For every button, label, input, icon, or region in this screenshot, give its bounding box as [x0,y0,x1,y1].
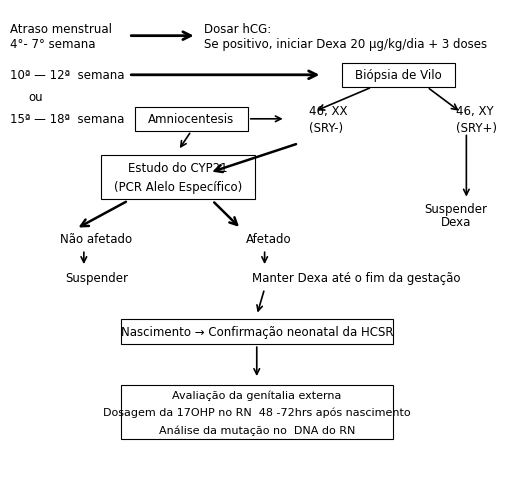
Text: 46, XX: 46, XX [309,104,347,117]
FancyBboxPatch shape [101,156,256,200]
FancyBboxPatch shape [121,319,393,345]
Text: 15ª — 18ª  semana: 15ª — 18ª semana [10,113,125,126]
Text: Biópsia de Vilo: Biópsia de Vilo [355,69,442,82]
Text: Suspender: Suspender [424,203,487,215]
Text: (SRY-): (SRY-) [309,122,343,135]
Text: Dosar hCG:: Dosar hCG: [204,23,271,36]
Text: Não afetado: Não afetado [60,233,133,245]
FancyBboxPatch shape [342,63,454,88]
Text: Atraso menstrual: Atraso menstrual [10,23,113,36]
Text: (SRY+): (SRY+) [456,122,497,135]
Text: Suspender: Suspender [66,272,128,285]
Text: 10ª — 12ª  semana: 10ª — 12ª semana [10,69,125,82]
Text: Se positivo, iniciar Dexa 20 μg/kg/dia + 3 doses: Se positivo, iniciar Dexa 20 μg/kg/dia +… [204,38,487,50]
Text: Afetado: Afetado [246,233,292,245]
FancyBboxPatch shape [135,107,247,132]
Text: Avaliação da genítalia externa
Dosagem da 17OHP no RN  48 -72hrs após nascimento: Avaliação da genítalia externa Dosagem d… [103,390,411,435]
Text: 46, XY: 46, XY [456,104,494,117]
FancyBboxPatch shape [121,386,393,439]
Text: Estudo do CYP21
(PCR Alelo Específico): Estudo do CYP21 (PCR Alelo Específico) [114,162,242,194]
Text: Nascimento → Confirmação neonatal da HCSR: Nascimento → Confirmação neonatal da HCS… [121,325,393,338]
Text: ou: ou [29,91,43,104]
Text: Manter Dexa até o fim da gestação: Manter Dexa até o fim da gestação [252,272,460,285]
Text: 4°- 7° semana: 4°- 7° semana [10,38,96,50]
Text: Dexa: Dexa [441,216,471,228]
Text: Amniocentesis: Amniocentesis [148,113,234,126]
